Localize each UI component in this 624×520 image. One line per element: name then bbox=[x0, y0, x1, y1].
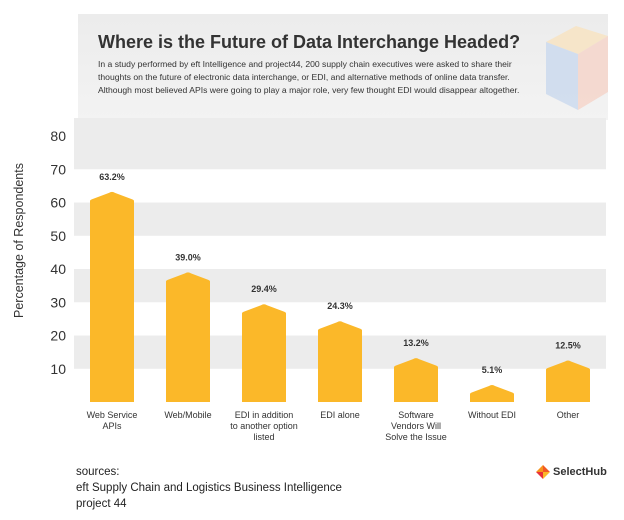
y-tick-label: 10 bbox=[50, 361, 66, 377]
x-category-label: listed bbox=[253, 432, 274, 442]
x-category-label: EDI alone bbox=[320, 410, 360, 420]
x-category-label: Web Service bbox=[87, 410, 138, 420]
bar-value-label: 5.1% bbox=[482, 365, 503, 375]
bar bbox=[318, 321, 362, 402]
x-category-label: Software bbox=[398, 410, 434, 420]
x-category-label: Web/Mobile bbox=[164, 410, 211, 420]
x-category-label: Other bbox=[557, 410, 580, 420]
bar bbox=[166, 272, 210, 402]
y-tick-label: 30 bbox=[50, 294, 66, 310]
bar bbox=[242, 304, 286, 402]
bar bbox=[470, 385, 514, 402]
y-tick-label: 70 bbox=[50, 161, 66, 177]
x-category-label: to another option bbox=[230, 421, 298, 431]
bar bbox=[394, 358, 438, 402]
y-tick-label: 80 bbox=[50, 128, 66, 144]
y-tick-label: 40 bbox=[50, 261, 66, 277]
decorative-cube-icon bbox=[546, 26, 608, 110]
bar bbox=[546, 360, 590, 402]
brand-logo: SelectHub bbox=[536, 465, 607, 479]
header-panel: Where is the Future of Data Interchange … bbox=[78, 14, 608, 120]
bar-value-label: 29.4% bbox=[251, 284, 277, 294]
grid-band bbox=[74, 269, 606, 303]
x-category-label: APIs bbox=[102, 421, 122, 431]
x-category-label: Vendors Will bbox=[391, 421, 441, 431]
bar-value-label: 13.2% bbox=[403, 338, 429, 348]
chart-description: In a study performed by eft Intelligence… bbox=[98, 59, 520, 95]
grid-band bbox=[74, 136, 606, 170]
source-item: eft Supply Chain and Logistics Business … bbox=[76, 482, 342, 494]
bar bbox=[90, 191, 134, 402]
bar-value-label: 12.5% bbox=[555, 340, 581, 350]
y-tick-label: 50 bbox=[50, 228, 66, 244]
y-tick-label: 20 bbox=[50, 328, 66, 344]
brand-name: SelectHub bbox=[553, 466, 607, 478]
chart-title: Where is the Future of Data Interchange … bbox=[98, 32, 521, 52]
x-category-label: Without EDI bbox=[468, 410, 516, 420]
x-category-label: Solve the Issue bbox=[385, 432, 447, 442]
source-item: project 44 bbox=[76, 498, 127, 510]
bar-value-label: 63.2% bbox=[99, 172, 125, 182]
selecthub-logo-icon bbox=[536, 465, 550, 479]
y-tick-label: 60 bbox=[50, 195, 66, 211]
grid-band bbox=[74, 118, 606, 136]
bar-value-label: 39.0% bbox=[175, 252, 201, 262]
x-category-label: EDI in addition bbox=[235, 410, 294, 420]
sources-block: sources: eft Supply Chain and Logistics … bbox=[76, 464, 342, 512]
grid-band bbox=[74, 202, 606, 236]
bar-value-label: 24.3% bbox=[327, 301, 353, 311]
sources-heading: sources: bbox=[76, 466, 120, 478]
